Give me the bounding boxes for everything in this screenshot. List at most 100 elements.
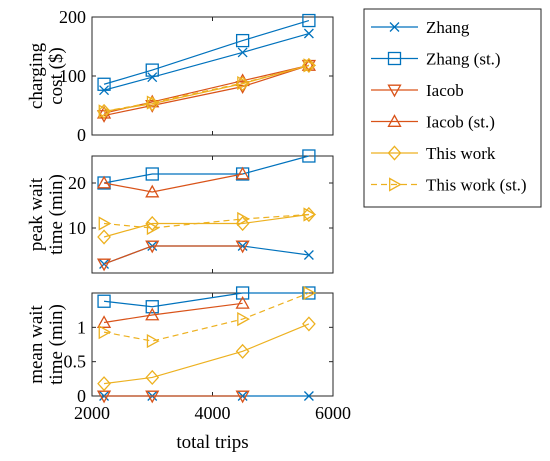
y-axis-label: peak waittime (min) [26,174,67,255]
point-iacob-st [96,175,112,189]
point-this-work [97,229,111,245]
y-axis-label: mean waittime (min) [26,304,67,385]
series-line-zhang-st [103,19,310,85]
point-iacob [145,240,160,254]
legend-label: This work (st.) [426,176,527,195]
point-this-work-st [146,333,160,349]
point-zhang [303,391,314,401]
point-this-work-st [98,104,112,119]
legend-marker-square [387,51,402,66]
point-iacob [96,258,112,272]
legend-item-iacob: Iacob [371,81,464,100]
y-tick-label: 0 [77,125,86,145]
legend-label: Iacob [426,81,464,100]
point-zhang-st [302,13,316,28]
y-tick-label: 10 [68,218,86,238]
y-axis-label: chargingcost ($) [26,42,67,109]
point-zhang-st [145,63,159,77]
axes-box [91,16,334,136]
point-this-work-st [237,75,250,91]
series-line-iacob [103,245,243,265]
point-iacob-st [145,184,160,198]
point-iacob [235,390,250,404]
point-iacob-st [235,295,250,309]
point-zhang [147,72,158,83]
chart-panel-3: 0 0.5 1 2000 4000 6000 mean waittime (min) tota… [26,285,351,453]
point-iacob [235,240,250,254]
point-this-work [145,215,160,232]
point-this-work [302,57,316,73]
point-this-work-st [237,211,250,227]
point-zhang-st [235,286,250,300]
point-this-work [302,316,316,332]
legend-marker-x [389,22,400,32]
legend-item-iacob-st: Iacob (st.) [371,113,495,132]
legend-item-this-work: This work [371,144,496,163]
y-tick-label: 0 [77,386,86,406]
y-tick-label: 0.5 [64,352,87,372]
legend-label: Zhang (st.) [426,50,501,69]
legend-item-zhang: Zhang [371,18,470,37]
point-this-work [97,103,111,119]
legend-box [363,8,542,208]
chart-panel-1: 0 100 200 chargingcost ($) [26,7,334,145]
legend-item-zhang-st: Zhang (st.) [371,50,501,69]
point-zhang-st [235,33,250,48]
point-iacob-st [145,307,160,321]
legend-label: Zhang [426,18,470,37]
series-line-zhang [103,32,310,91]
point-this-work [302,206,316,223]
point-zhang [303,250,314,260]
point-this-work-st [237,311,250,327]
legend: Zhang Zhang (st.) Iacob Iacob (st.) This wor… [363,8,542,208]
x-tick-label: 6000 [315,403,351,423]
point-iacob-st [96,315,112,328]
legend-item-this-work-st: This work (st.) [371,176,527,195]
y-tick-label: 20 [68,173,86,193]
y-tick-label: 200 [59,7,86,27]
point-iacob-st [301,58,317,71]
point-this-work [97,376,111,392]
series-line-zhang-st [103,155,310,184]
point-zhang-st [97,77,111,91]
point-zhang [237,47,248,58]
legend-marker-diamond [387,145,402,161]
series-line-this-work [103,213,309,238]
point-zhang [303,28,314,39]
legend-marker-triangle-down [387,84,402,98]
series-line-iacob-st [103,302,243,324]
series-line-this-work [103,323,310,385]
x-tick-label: 4000 [195,403,231,423]
point-zhang-st [97,294,111,308]
series-line-this-work-st [103,292,310,342]
legend-label: Iacob (st.) [426,113,495,132]
legend-marker-triangle-right [389,177,402,192]
point-this-work-st [146,220,160,236]
legend-label: This work [426,144,496,163]
series-line-zhang [103,245,309,265]
point-iacob [145,390,160,404]
point-zhang-st [302,149,316,163]
point-iacob-st [235,166,250,180]
point-this-work [235,343,250,359]
series-line-this-work-st [103,64,310,112]
series-line-iacob [103,64,310,117]
point-this-work-st [303,207,317,222]
point-this-work-st [303,58,317,73]
point-this-work [235,215,250,232]
x-axis-label: total trips [176,432,248,453]
point-zhang-st [145,167,159,181]
legend-marker-triangle-up [387,114,402,127]
point-this-work [145,369,160,386]
series-line-this-work-st [103,213,309,229]
point-this-work-st [98,325,112,340]
point-zhang-st [145,300,159,314]
series-line-zhang-st [103,292,309,308]
y-tick-label: 1 [77,317,86,337]
point-this-work-st [98,216,112,231]
y-tick-label: 100 [59,66,86,86]
series-line-iacob-st [103,173,243,193]
